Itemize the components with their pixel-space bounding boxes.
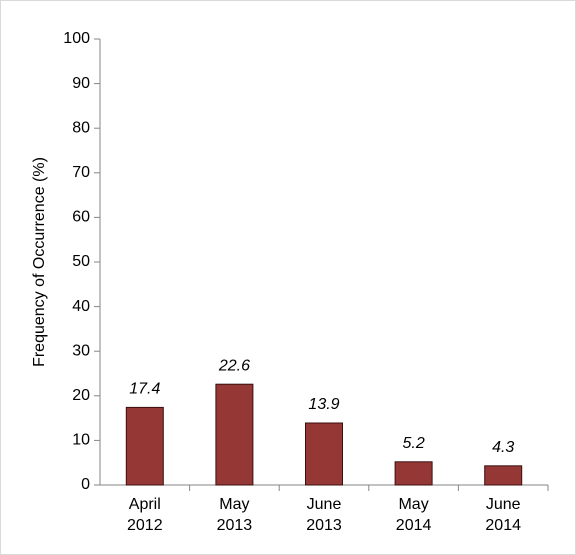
y-tick-label: 80	[72, 119, 90, 136]
value-label: 5.2	[402, 435, 424, 452]
x-tick-label: May 2014	[396, 496, 432, 534]
x-tick-label: June 2013	[306, 496, 342, 534]
y-tick-label: 20	[72, 387, 90, 404]
x-tick-label: May 2013	[217, 496, 253, 534]
y-tick-label: 60	[72, 209, 90, 226]
bar	[215, 383, 254, 486]
value-label: 17.4	[129, 381, 160, 398]
y-axis-label: Frequency of Occurrence (%)	[31, 157, 48, 367]
y-tick-label: 50	[72, 253, 90, 270]
value-label: 22.6	[218, 357, 250, 374]
y-tick-label: 90	[72, 75, 90, 92]
y-tick-label: 10	[72, 432, 90, 449]
bar	[484, 465, 523, 486]
x-tick-label: June 2014	[485, 496, 521, 534]
y-tick-label: 70	[72, 164, 90, 181]
value-label: 4.3	[492, 439, 514, 456]
y-tick-label: 40	[72, 298, 90, 315]
value-label: 13.9	[308, 396, 339, 413]
bar	[394, 461, 433, 486]
y-tick-label: 0	[81, 476, 90, 493]
y-tick-label: 100	[63, 30, 90, 47]
x-tick-label: April 2012	[127, 496, 163, 534]
y-tick-label: 30	[72, 342, 90, 359]
bar	[305, 422, 343, 486]
bar	[125, 406, 164, 486]
